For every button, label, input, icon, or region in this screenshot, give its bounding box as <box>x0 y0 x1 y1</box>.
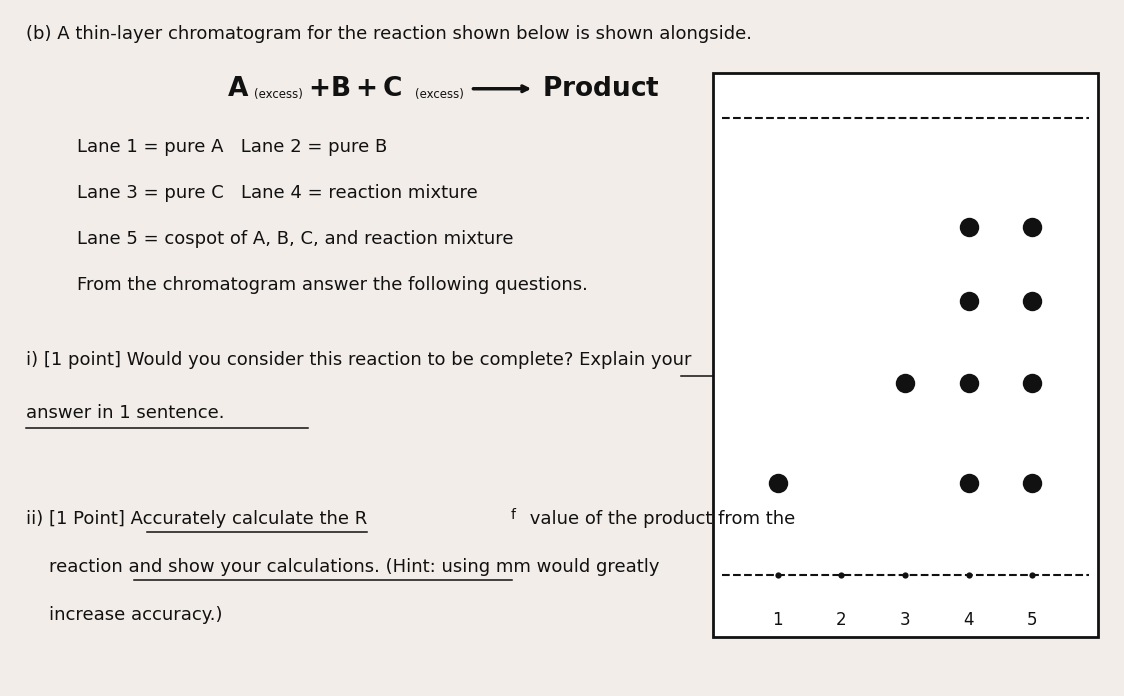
Text: ii) [1 Point] Accurately calculate the R: ii) [1 Point] Accurately calculate the R <box>27 509 368 528</box>
Text: 4: 4 <box>963 610 973 628</box>
Text: Lane 5 = cospot of A, B, C, and reaction mixture: Lane 5 = cospot of A, B, C, and reaction… <box>76 230 514 248</box>
Text: (b) A thin-layer chromatogram for the reaction shown below is shown alongside.: (b) A thin-layer chromatogram for the re… <box>27 25 752 42</box>
Text: answer in 1 sentence.: answer in 1 sentence. <box>27 404 225 422</box>
Text: value of the product from the: value of the product from the <box>524 509 796 528</box>
Text: i) [1 point] Would you consider this reaction to be complete? Explain your: i) [1 point] Would you consider this rea… <box>27 351 692 370</box>
Text: From the chromatogram answer the following questions.: From the chromatogram answer the followi… <box>76 276 588 294</box>
Text: f: f <box>510 507 516 521</box>
Text: 2: 2 <box>836 610 846 628</box>
Text: 5: 5 <box>1027 610 1037 628</box>
Text: increase accuracy.): increase accuracy.) <box>27 606 223 624</box>
Text: reaction and show your calculations. (Hint: using mm would greatly: reaction and show your calculations. (Hi… <box>27 557 660 576</box>
Text: $\mathbf{Product}$: $\mathbf{Product}$ <box>542 77 660 102</box>
Text: $\mathbf{+ B + C}$: $\mathbf{+ B + C}$ <box>308 77 402 102</box>
Text: (excess): (excess) <box>254 88 303 101</box>
Text: 1: 1 <box>772 610 783 628</box>
Text: Lane 1 = pure A   Lane 2 = pure B: Lane 1 = pure A Lane 2 = pure B <box>76 139 387 157</box>
Text: (excess): (excess) <box>415 88 463 101</box>
Text: 3: 3 <box>899 610 910 628</box>
Bar <box>713 73 1097 637</box>
Text: Lane 3 = pure C   Lane 4 = reaction mixture: Lane 3 = pure C Lane 4 = reaction mixtur… <box>76 184 478 203</box>
Text: $\mathbf{A}$: $\mathbf{A}$ <box>227 77 250 102</box>
